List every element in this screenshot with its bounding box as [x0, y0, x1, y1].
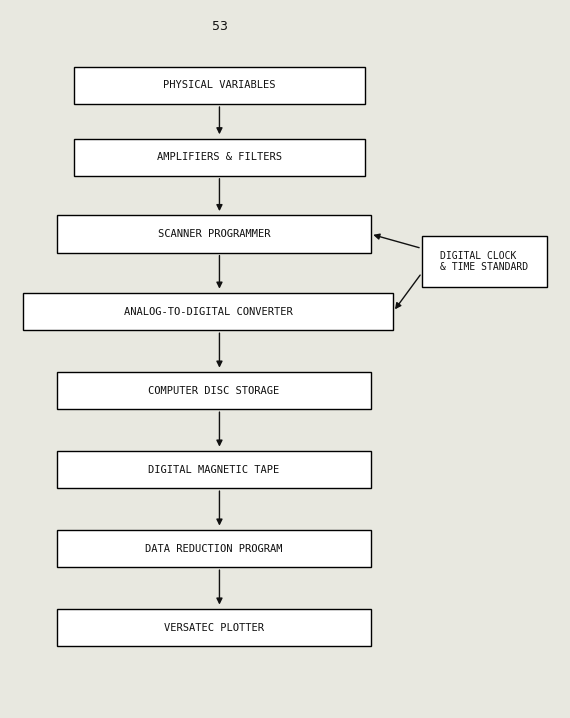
Bar — [74, 67, 365, 104]
Bar — [57, 372, 370, 409]
Text: COMPUTER DISC STORAGE: COMPUTER DISC STORAGE — [148, 386, 279, 396]
Text: DATA REDUCTION PROGRAM: DATA REDUCTION PROGRAM — [145, 544, 283, 554]
Text: DIGITAL MAGNETIC TAPE: DIGITAL MAGNETIC TAPE — [148, 465, 279, 475]
Text: AMPLIFIERS & FILTERS: AMPLIFIERS & FILTERS — [157, 152, 282, 162]
Text: VERSATEC PLOTTER: VERSATEC PLOTTER — [164, 623, 264, 633]
Text: DIGITAL CLOCK
& TIME STANDARD: DIGITAL CLOCK & TIME STANDARD — [441, 251, 528, 272]
Bar — [57, 609, 370, 646]
Bar — [74, 139, 365, 176]
Bar — [23, 293, 393, 330]
Text: PHYSICAL VARIABLES: PHYSICAL VARIABLES — [163, 80, 276, 90]
Bar — [57, 215, 370, 253]
Text: SCANNER PROGRAMMER: SCANNER PROGRAMMER — [157, 229, 270, 239]
Text: 53: 53 — [211, 20, 227, 33]
Bar — [422, 236, 547, 287]
Bar — [57, 530, 370, 567]
Text: ANALOG-TO-DIGITAL CONVERTER: ANALOG-TO-DIGITAL CONVERTER — [124, 307, 292, 317]
Bar — [57, 451, 370, 488]
